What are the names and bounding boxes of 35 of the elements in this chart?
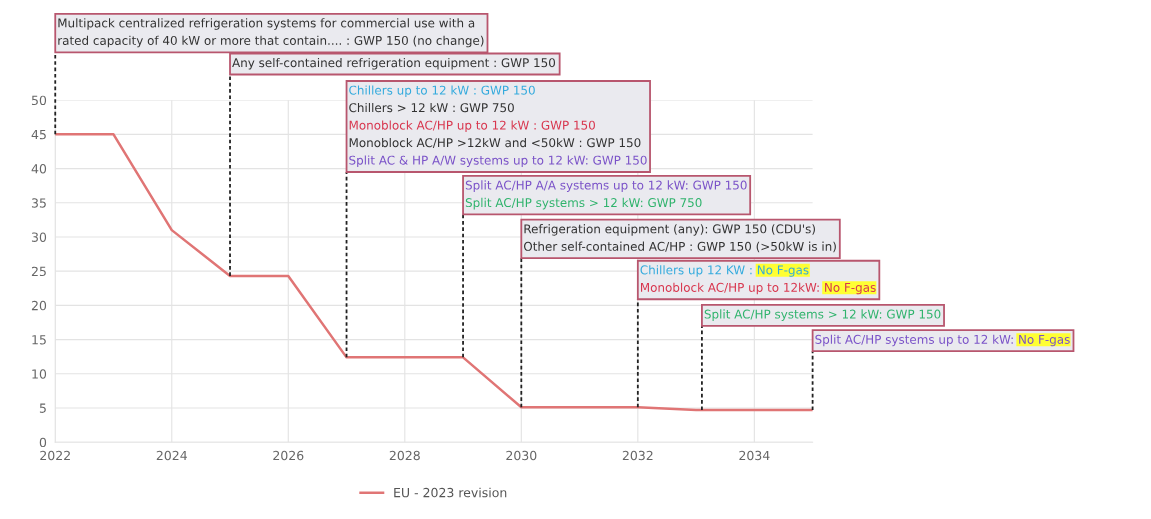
y-tick-label: 50 <box>31 95 47 106</box>
y-tick-label: 45 <box>31 130 46 140</box>
y-tick-label: 25 <box>31 266 46 277</box>
text: Any self-contained refrigeration equipment : GWP 150 <box>232 57 556 70</box>
x-tick-label: 2030 <box>506 450 537 461</box>
x-tick-label: 2022 <box>40 450 70 461</box>
y-tick-label: 30 <box>31 232 47 242</box>
annotation: Split AC/HP A/A systems up to 12 kW: GWP 150 <box>465 180 747 192</box>
y-tick-label: 40 <box>31 164 47 174</box>
text: Split AC/HP systems up to 12 kW: No F-gas <box>815 334 1070 347</box>
y-tick-label: 5 <box>39 403 46 413</box>
annotation: Split AC & HP A/W systems up to 12 kW: GWP 150 <box>349 155 647 167</box>
annotation: Monoblock AC/HP up to 12 kW : GWP 150 <box>349 120 595 132</box>
text: rated capacity of 40 kW or more that contain.... : GWP 150 (no change) <box>58 35 484 48</box>
y-tick-label: 10 <box>32 369 47 379</box>
x-tick-label: 2026 <box>273 450 304 461</box>
y-tick-label: 0 <box>39 437 47 448</box>
annotation: Split AC/HP systems > 12 kW: GWP 150 <box>704 309 941 321</box>
x-tick-label: 2028 <box>389 450 420 461</box>
y-tick-label: 35 <box>31 198 46 208</box>
annotation: Other self-contained AC/HP : GWP 150 (>50kW is in) <box>523 241 836 253</box>
x-tick-label: 2024 <box>156 450 187 461</box>
x-tick-label: 2034 <box>739 450 770 461</box>
text: Chillers up to 12 kW : GWP 150 <box>349 85 535 97</box>
text: Multipack centralized refrigeration systems for commercial use with a <box>58 18 475 30</box>
x-tick-label: 2032 <box>622 450 653 461</box>
annotation: Chillers up 12 KW : No F-gas <box>640 265 809 277</box>
annotation: Monoblock AC/HP up to 12kW: No F-gas <box>641 282 876 295</box>
legend-label: EU - 2023 revision <box>394 487 507 498</box>
annotation: Monoblock AC/HP >12kW and <50kW : GWP 150 <box>349 137 641 149</box>
annotation: Split AC/HP systems > 12 kW: GWP 750 <box>465 197 702 210</box>
annotation: Refrigeration equipment (any): GWP 150 (CDU's) <box>524 224 815 236</box>
annotation: Chillers > 12 kW : GWP 750 <box>349 102 514 113</box>
y-tick-label: 20 <box>31 300 47 311</box>
y-tick-label: 15 <box>32 335 46 345</box>
